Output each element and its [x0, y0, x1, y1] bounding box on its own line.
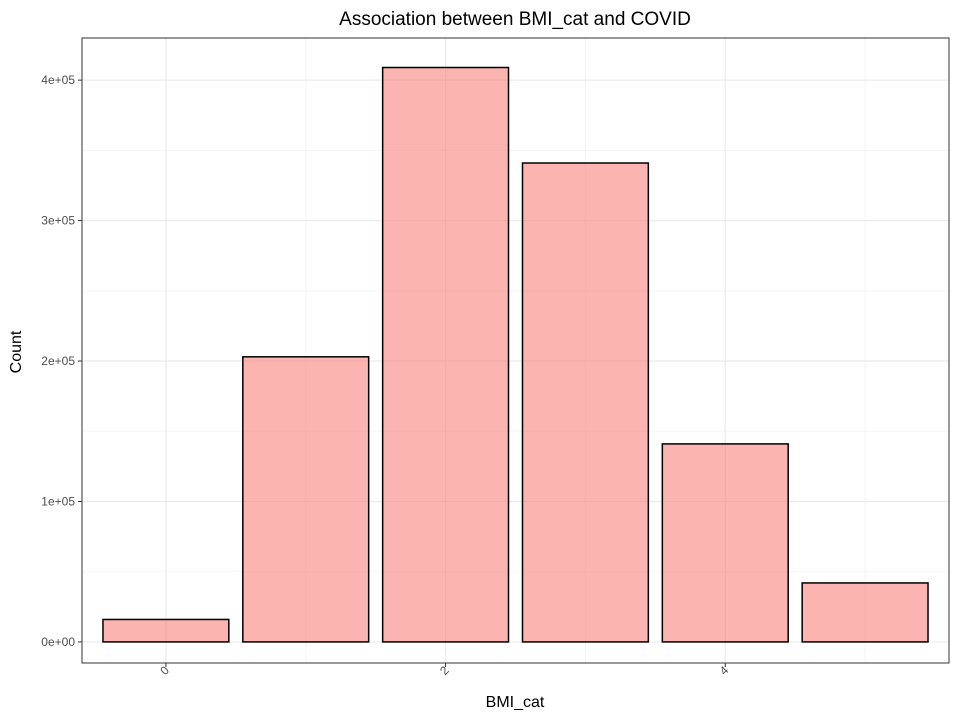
- x-axis-title: BMI_cat: [486, 694, 545, 711]
- y-axis-title: Count: [8, 330, 25, 373]
- x-tick-label: 4: [717, 663, 732, 678]
- panel-border: [81, 37, 950, 664]
- y-tick-label: 1e+05: [41, 494, 75, 508]
- bar-1: [242, 356, 370, 643]
- bar-5: [801, 582, 929, 643]
- y-tick-label: 2e+05: [41, 354, 75, 368]
- y-tick-label: 0e+00: [41, 635, 75, 649]
- y-tick-label: 4e+05: [41, 73, 75, 87]
- x-tick-label: 2: [437, 663, 452, 678]
- bar-4: [661, 443, 789, 643]
- y-tick-label: 3e+05: [41, 214, 75, 228]
- chart-title: Association between BMI_cat and COVID: [339, 9, 691, 30]
- bar-2: [381, 66, 510, 643]
- grid-lines: [82, 38, 949, 663]
- bar-3: [521, 162, 650, 643]
- x-tick-label: 0: [157, 663, 172, 678]
- bar-0: [102, 618, 230, 643]
- bars: [102, 66, 929, 643]
